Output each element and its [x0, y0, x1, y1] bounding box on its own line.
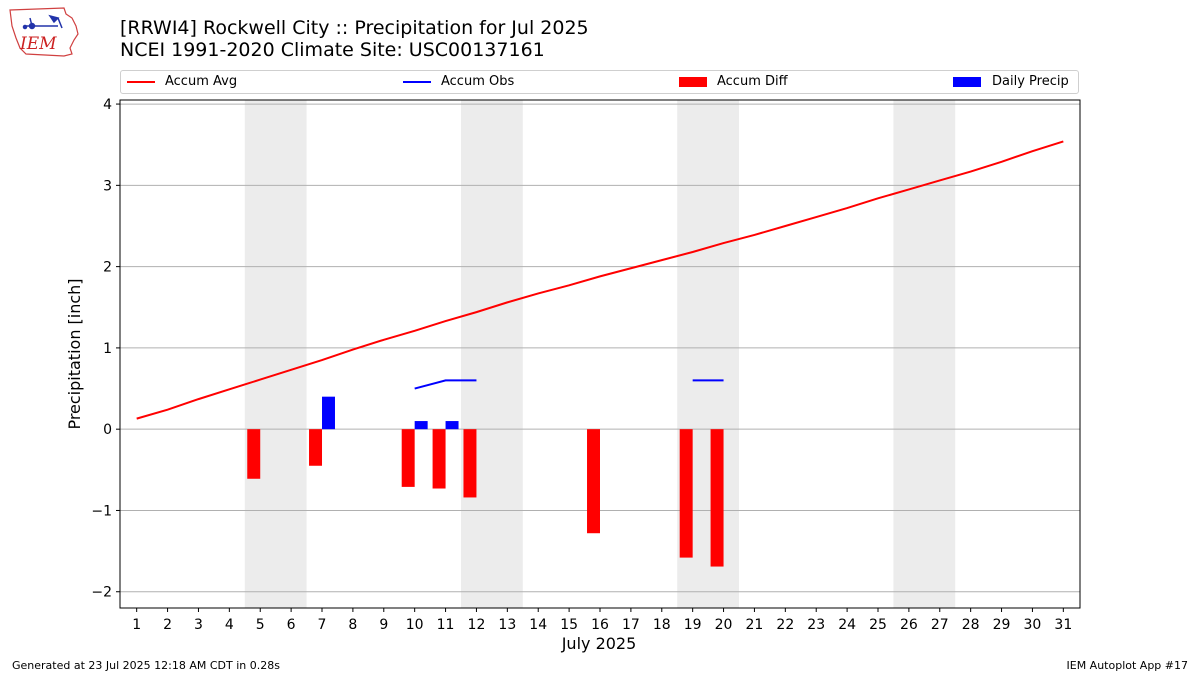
x-tick-label: 14	[529, 617, 547, 633]
x-tick-label: 8	[348, 617, 357, 633]
x-tick-label: 5	[256, 617, 265, 633]
legend-swatch-accum-obs	[403, 81, 431, 83]
x-tick-label: 13	[498, 617, 516, 633]
x-tick-label: 30	[1024, 617, 1042, 633]
daily-precip-bar-day-11	[445, 421, 459, 430]
legend-label-accum-diff: Accum Diff	[717, 74, 788, 89]
y-tick-label: 1	[103, 341, 112, 357]
x-tick-label: 18	[653, 617, 671, 633]
x-tick-label: 3	[194, 617, 203, 633]
x-tick-label: 9	[379, 617, 388, 633]
y-tick-label: −2	[91, 585, 112, 601]
iowa-outline-icon	[9, 7, 79, 57]
gridlines	[120, 103, 1080, 593]
weekend-shading	[244, 100, 956, 608]
accum-diff-bar-day-5	[247, 429, 261, 479]
legend-label-accum-avg: Accum Avg	[165, 74, 238, 89]
x-tick-label: 15	[560, 617, 578, 633]
x-tick-label: 17	[622, 617, 640, 633]
daily-precip-bar-day-10	[414, 421, 428, 430]
x-tick-label: 10	[406, 617, 424, 633]
x-tick-label: 31	[1054, 617, 1072, 633]
accum-diff-bar-day-7	[309, 429, 323, 466]
legend-label-daily-precip: Daily Precip	[992, 74, 1069, 89]
x-tick-label: 21	[746, 617, 764, 633]
x-axis-label: July 2025	[561, 634, 637, 653]
x-tick-label: 2	[163, 617, 172, 633]
x-tick-label: 20	[715, 617, 733, 633]
x-tick-label: 4	[225, 617, 234, 633]
legend-swatch-accum-diff	[679, 77, 707, 87]
accum-avg-line	[136, 140, 1064, 420]
y-tick-label: 2	[103, 260, 112, 276]
x-tick-label: 7	[318, 617, 327, 633]
accum-diff-bar-day-16	[587, 429, 600, 534]
accum-obs-line-segment-0	[414, 379, 477, 390]
x-tick-label: 29	[993, 617, 1011, 633]
x-tick-label: 11	[437, 617, 455, 633]
chart-title: [RRWI4] Rockwell City :: Precipitation f…	[120, 17, 589, 39]
iem-logo: IEM	[9, 7, 79, 57]
legend-item-daily-precip: Daily Precip	[953, 71, 1078, 93]
legend-label-accum-obs: Accum Obs	[441, 74, 515, 89]
weekend-band-1	[461, 100, 523, 608]
accum-diff-bar-day-19	[679, 429, 693, 558]
x-tick-label: 25	[869, 617, 887, 633]
x-tick-label: 27	[931, 617, 949, 633]
x-tick-label: 23	[807, 617, 825, 633]
x-tick-label: 28	[962, 617, 980, 633]
y-axis-label: Precipitation [inch]	[65, 278, 84, 429]
x-tick-label: 24	[838, 617, 856, 633]
daily-precip-bar-day-7	[322, 396, 335, 430]
y-tick-label: 3	[103, 178, 112, 194]
accum-diff-bar-day-10	[401, 429, 415, 487]
legend-swatch-daily-precip	[953, 77, 981, 87]
lines	[136, 140, 1064, 420]
legend-item-accum-diff: Accum Diff	[679, 71, 879, 93]
legend-item-accum-avg: Accum Avg	[125, 71, 325, 93]
accum-diff-bar-day-12	[463, 429, 477, 498]
legend-swatch-accum-avg	[127, 81, 155, 83]
accum-diff-bar-day-20	[710, 429, 724, 567]
weekend-band-0	[244, 100, 307, 608]
logo-text: IEM	[19, 34, 57, 54]
chart-subtitle: NCEI 1991-2020 Climate Site: USC00137161	[120, 39, 545, 61]
y-tick-label: 0	[103, 422, 112, 438]
x-tick-label: 26	[900, 617, 918, 633]
legend: Accum Avg Accum Obs Accum Diff Daily Pre…	[120, 70, 1079, 94]
y-tick-label: −1	[91, 503, 112, 519]
weather-instrument-icon	[22, 14, 63, 30]
x-tick-label: 16	[591, 617, 609, 633]
generated-timestamp: Generated at 23 Jul 2025 12:18 AM CDT in…	[12, 659, 280, 672]
app-id: IEM Autoplot App #17	[1066, 659, 1189, 672]
x-tick-label: 22	[776, 617, 794, 633]
legend-item-accum-obs: Accum Obs	[401, 71, 601, 93]
x-tick-label: 6	[287, 617, 296, 633]
x-tick-label: 12	[468, 617, 486, 633]
x-tick-label: 1	[132, 617, 141, 633]
weekend-band-3	[893, 100, 956, 608]
bars	[247, 396, 724, 567]
y-tick-label: 4	[103, 97, 112, 113]
x-tick-label: 19	[684, 617, 702, 633]
accum-diff-bar-day-11	[432, 429, 446, 489]
